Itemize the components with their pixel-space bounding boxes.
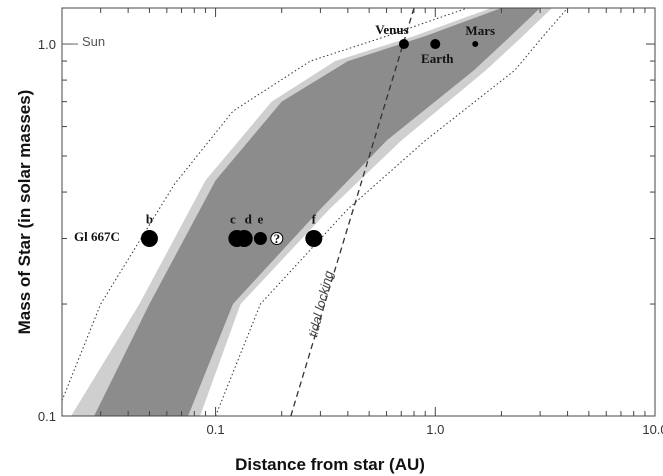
planet-label-c: c bbox=[230, 212, 236, 227]
dotted-boundary-inner bbox=[61, 7, 468, 401]
planet-point-f bbox=[305, 230, 323, 248]
planet-label-e: e bbox=[258, 212, 264, 227]
habitable-zone-inner-band bbox=[94, 8, 541, 416]
y-axis-title: Mass of Star (in solar masses) bbox=[15, 90, 34, 335]
sun-label: Sun bbox=[82, 34, 105, 49]
planet-label-b: b bbox=[146, 212, 153, 227]
planet-label-unknown: ? bbox=[274, 231, 281, 246]
planet-point-e bbox=[253, 232, 267, 246]
planet-label-d: d bbox=[245, 212, 253, 227]
tidal-locking-label: tidal locking bbox=[305, 268, 336, 338]
planet-label-earth: Earth bbox=[421, 51, 454, 66]
y-tick-label: 0.1 bbox=[38, 409, 56, 424]
planet-label-f: f bbox=[312, 212, 317, 227]
planet-point-venus bbox=[398, 39, 409, 50]
planet-point-d bbox=[235, 230, 253, 248]
tidal-locking-line bbox=[290, 7, 415, 417]
x-tick-label: 10.0 bbox=[642, 422, 663, 437]
planet-point-unknown bbox=[270, 232, 284, 246]
planet-point-earth bbox=[430, 39, 441, 50]
dotted-boundary-outer bbox=[215, 7, 568, 417]
tidal-locking-dashed-line bbox=[290, 7, 415, 417]
plot-frame bbox=[61, 7, 656, 417]
planet-label-venus: Venus bbox=[375, 22, 408, 37]
axis-ticks: 0.1 1.0 10.0 0.1 1.0 bbox=[38, 8, 663, 437]
x-tick-label: 0.1 bbox=[207, 422, 225, 437]
planet-points: b c d e? f Venus Earth Mars bbox=[140, 22, 495, 248]
x-tick-label: 1.0 bbox=[426, 422, 444, 437]
x-axis-title: Distance from star (AU) bbox=[235, 455, 425, 474]
star-label: Gl 667C bbox=[74, 229, 120, 244]
planet-point-mars bbox=[472, 41, 479, 48]
habitable-zone-bands bbox=[61, 7, 568, 417]
y-tick-label: 1.0 bbox=[38, 37, 56, 52]
planet-point-b bbox=[140, 230, 158, 248]
planet-label-mars: Mars bbox=[465, 23, 495, 38]
